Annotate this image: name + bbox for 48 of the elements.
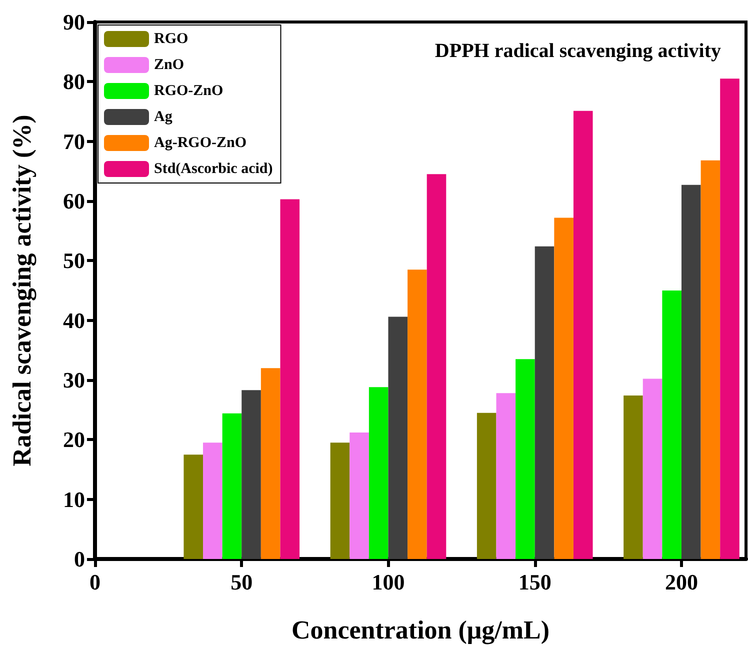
bar <box>184 454 204 559</box>
legend-label: RGO <box>154 31 188 47</box>
bar <box>642 378 662 559</box>
x-tick-label: 200 <box>664 570 698 594</box>
y-axis-title: Radical scavenging activity (%) <box>8 114 36 466</box>
x-tick-label: 50 <box>230 570 253 594</box>
y-tick-label: 70 <box>63 128 85 154</box>
bar <box>573 110 593 559</box>
bar <box>426 174 446 559</box>
bar <box>700 160 720 559</box>
y-tick-label: 90 <box>63 10 85 34</box>
bar <box>330 442 350 559</box>
bar <box>388 316 408 559</box>
bar <box>624 396 643 559</box>
y-tick-label: 30 <box>63 368 85 392</box>
bar <box>554 218 574 559</box>
legend-label: RGO-ZnO <box>154 83 224 99</box>
y-tick-label: 20 <box>63 427 85 452</box>
y-tick-label: 60 <box>63 188 85 214</box>
bar <box>476 412 496 559</box>
legend-label: Ag <box>154 109 173 125</box>
x-axis-title: Concentration (μg/mL) <box>291 616 550 644</box>
bar <box>534 246 554 559</box>
legend-label: Std(Ascorbic acid) <box>154 161 273 177</box>
legend-label: Ag-RGO-ZnO <box>154 135 247 151</box>
bar <box>280 199 300 559</box>
x-tick-label: 0 <box>90 570 100 594</box>
bar <box>260 368 280 559</box>
y-tick-label: 50 <box>63 248 85 274</box>
bar <box>516 359 535 559</box>
bar <box>203 442 222 559</box>
text: DPPH radical scavenging activity <box>434 40 722 62</box>
bar <box>408 270 427 559</box>
bar <box>242 390 261 559</box>
bar <box>368 387 388 559</box>
legend-label: ZnO <box>154 57 184 73</box>
y-tick-label: 10 <box>63 486 85 512</box>
bar <box>720 78 740 559</box>
bar <box>222 413 242 559</box>
bar <box>662 290 682 559</box>
y-tick-label: 0 <box>74 546 85 572</box>
x-tick-label: 150 <box>518 570 552 594</box>
x-tick-label: 100 <box>372 570 405 594</box>
bar <box>681 184 701 559</box>
bar <box>496 393 516 559</box>
y-tick-label: 80 <box>63 69 85 94</box>
y-tick-label: 40 <box>63 308 85 333</box>
bar <box>350 432 369 559</box>
